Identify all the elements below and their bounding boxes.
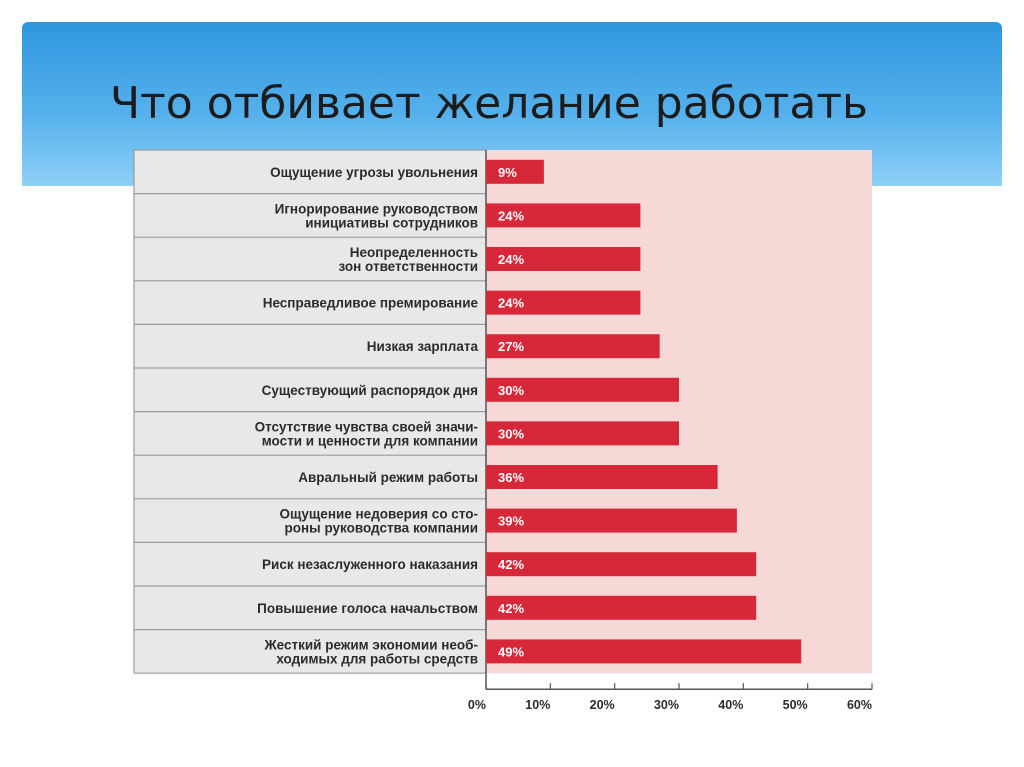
bar [486,334,660,359]
bar [486,159,544,184]
slide-title: Что отбивает желание работать [110,78,868,129]
bar-value-label: 24% [498,252,524,267]
category-label: мости и ценности для компании [262,433,478,448]
bar-value-label: 30% [498,426,524,441]
bar [486,421,679,446]
x-tick-label: 30% [654,698,679,712]
bar [486,595,757,620]
category-label: зон ответственности [339,259,478,274]
category-label: Существующий распорядок дня [262,383,478,398]
bar [486,203,641,228]
x-tick-label: 0% [468,698,486,712]
category-label: Ощущение угрозы увольнения [270,165,478,180]
category-label: ходимых для работы средств [276,651,478,666]
bar-value-label: 24% [498,208,524,223]
bar [486,508,737,533]
bar-value-label: 49% [498,644,524,659]
bar-value-label: 42% [498,557,524,572]
bar-value-label: 24% [498,296,524,311]
category-label: Игнорирование руководством [275,201,478,216]
category-label: Ощущение недоверия со сто- [280,507,478,522]
category-label: Авральный режим работы [298,470,478,485]
bar [486,290,641,315]
bar-value-label: 9% [498,165,517,180]
category-label: Жесткий режим экономии необ- [263,637,478,652]
x-tick-label: 50% [783,698,808,712]
bar-value-label: 36% [498,470,524,485]
x-tick-label: 40% [718,698,743,712]
x-tick-label: 60% [847,698,872,712]
category-label: Риск незаслуженного наказания [262,557,478,572]
plot-area [486,150,872,674]
bar-value-label: 27% [498,339,524,354]
x-tick-label: 10% [525,698,550,712]
bar [486,247,641,271]
bar [486,639,802,664]
x-tick-label: 20% [590,698,615,712]
bar-value-label: 30% [498,383,524,398]
bar-value-label: 42% [498,601,524,616]
category-label: Повышение голоса начальством [257,601,478,616]
category-label: инициативы сотрудников [305,215,478,230]
category-label: Неопределенность [350,245,478,260]
bar [486,465,718,489]
category-label: Несправедливое премирование [263,296,479,311]
category-label: Низкая зарплата [367,339,479,354]
bar [486,377,679,402]
bar [486,552,757,577]
bar-value-label: 39% [498,514,524,529]
category-label: роны руководства компании [285,521,478,536]
category-label: Отсутствие чувства своей значи- [255,419,478,434]
